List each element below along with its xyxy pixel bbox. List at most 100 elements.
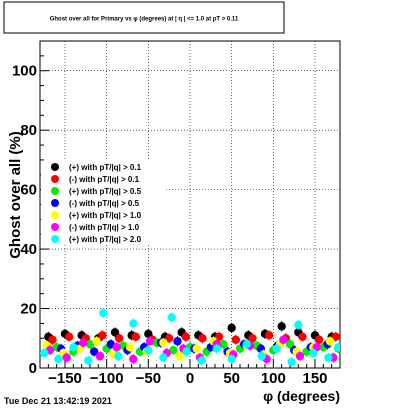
data-point	[294, 320, 303, 330]
data-point	[164, 334, 174, 343]
legend: (+) with pT/|q| > 0.1 (-) with pT/|q| > 0…	[41, 161, 165, 245]
legend-label: (+) with pT/|q| > 2.0	[69, 235, 142, 244]
data-point	[129, 354, 138, 364]
data-point	[285, 340, 295, 349]
data-point	[62, 353, 71, 362]
legend-marker	[51, 175, 59, 183]
chart-title: Ghost over all for Primary vs φ (degrees…	[50, 17, 239, 23]
data-point	[264, 331, 274, 340]
x-tick-label: −50	[136, 370, 161, 387]
y-tick-label: 40	[20, 241, 37, 258]
data-point	[92, 337, 101, 346]
x-tick-label: 100	[261, 370, 286, 387]
y-tick-label: 100	[12, 63, 37, 80]
legend-marker	[51, 223, 59, 231]
legend-marker	[51, 163, 59, 171]
data-point	[40, 348, 49, 358]
data-point	[169, 345, 178, 355]
data-point	[85, 340, 95, 349]
x-tick-label: −150	[48, 370, 82, 387]
y-tick-label: 60	[20, 182, 37, 199]
data-point	[325, 337, 335, 346]
data-point	[79, 338, 88, 347]
legend-marker	[51, 187, 59, 195]
data-point	[173, 337, 182, 346]
data-point	[114, 351, 123, 361]
data-point	[125, 342, 135, 352]
data-point	[110, 328, 120, 337]
data-point	[324, 353, 333, 362]
data-point	[279, 335, 288, 344]
y-tick-label: 80	[20, 122, 37, 139]
axis-ticks: −150 −100 −50 0 50 100 150 0 20 40 60 80 100	[12, 40, 341, 387]
data-point	[145, 337, 155, 346]
data-point	[69, 342, 78, 352]
title-box: Ghost over all for Primary vs φ (degrees…	[3, 1, 285, 34]
legend-box	[41, 161, 165, 245]
x-tick-label: −100	[90, 370, 124, 387]
data-point	[181, 332, 191, 341]
data-point	[334, 342, 340, 352]
legend-marker	[51, 199, 59, 207]
data-point	[272, 344, 281, 353]
data-point	[159, 353, 168, 362]
data-point	[298, 332, 307, 341]
legend-marker	[51, 235, 59, 243]
legend-label: (-) with pT/|q| > 0.5	[69, 199, 140, 208]
data-point	[227, 323, 236, 333]
data-point	[227, 354, 236, 364]
data-point	[212, 344, 221, 353]
data-point	[175, 351, 185, 361]
legend-marker	[51, 211, 59, 219]
data-point	[89, 347, 99, 356]
data-point	[167, 313, 176, 322]
data-point	[129, 319, 138, 328]
legend-label: (-) with pT/|q| > 0.1	[69, 175, 140, 184]
y-axis-label: Ghost over all (%)	[7, 131, 24, 259]
data-point	[182, 347, 191, 356]
data-point	[219, 340, 228, 349]
data-point	[159, 338, 168, 347]
data-points	[40, 308, 340, 368]
y-tick-label: 20	[20, 301, 37, 318]
x-axis-label: φ (degrees)	[263, 388, 340, 404]
data-point	[144, 345, 153, 355]
data-point	[331, 332, 340, 341]
x-tick-label: 150	[302, 370, 327, 387]
y-tick-label: 0	[29, 360, 37, 377]
data-point	[242, 340, 251, 349]
data-point	[277, 322, 286, 331]
x-tick-label: 50	[223, 370, 240, 387]
data-point	[198, 334, 207, 343]
legend-label: (+) with pT/|q| > 1.0	[69, 211, 142, 220]
data-point	[84, 356, 93, 365]
data-point	[314, 335, 324, 344]
data-point	[48, 335, 57, 344]
data-point	[231, 335, 241, 344]
data-point	[95, 351, 105, 361]
grid-lines	[40, 41, 340, 369]
data-point	[144, 329, 153, 339]
legend-label: (+) with pT/|q| > 0.1	[69, 163, 142, 172]
data-point	[99, 308, 108, 318]
data-point	[114, 334, 124, 343]
data-point	[112, 342, 121, 352]
data-point	[295, 351, 305, 361]
legend-label: (-) with pT/|q| > 1.0	[69, 223, 140, 232]
data-point	[98, 331, 107, 340]
data-point	[192, 344, 201, 353]
data-point	[64, 332, 74, 341]
legend-label: (+) with pT/|q| > 0.5	[69, 187, 142, 196]
data-point	[131, 332, 141, 341]
data-point	[309, 348, 318, 358]
data-point	[257, 351, 266, 361]
data-point	[287, 357, 296, 367]
timestamp: Tue Dec 21 13:42:19 2021	[4, 396, 112, 406]
title-frame	[3, 1, 285, 34]
data-point	[54, 354, 63, 364]
x-tick-label: 0	[186, 370, 194, 387]
data-point	[197, 356, 206, 365]
data-point	[248, 334, 257, 343]
data-point	[214, 332, 224, 341]
